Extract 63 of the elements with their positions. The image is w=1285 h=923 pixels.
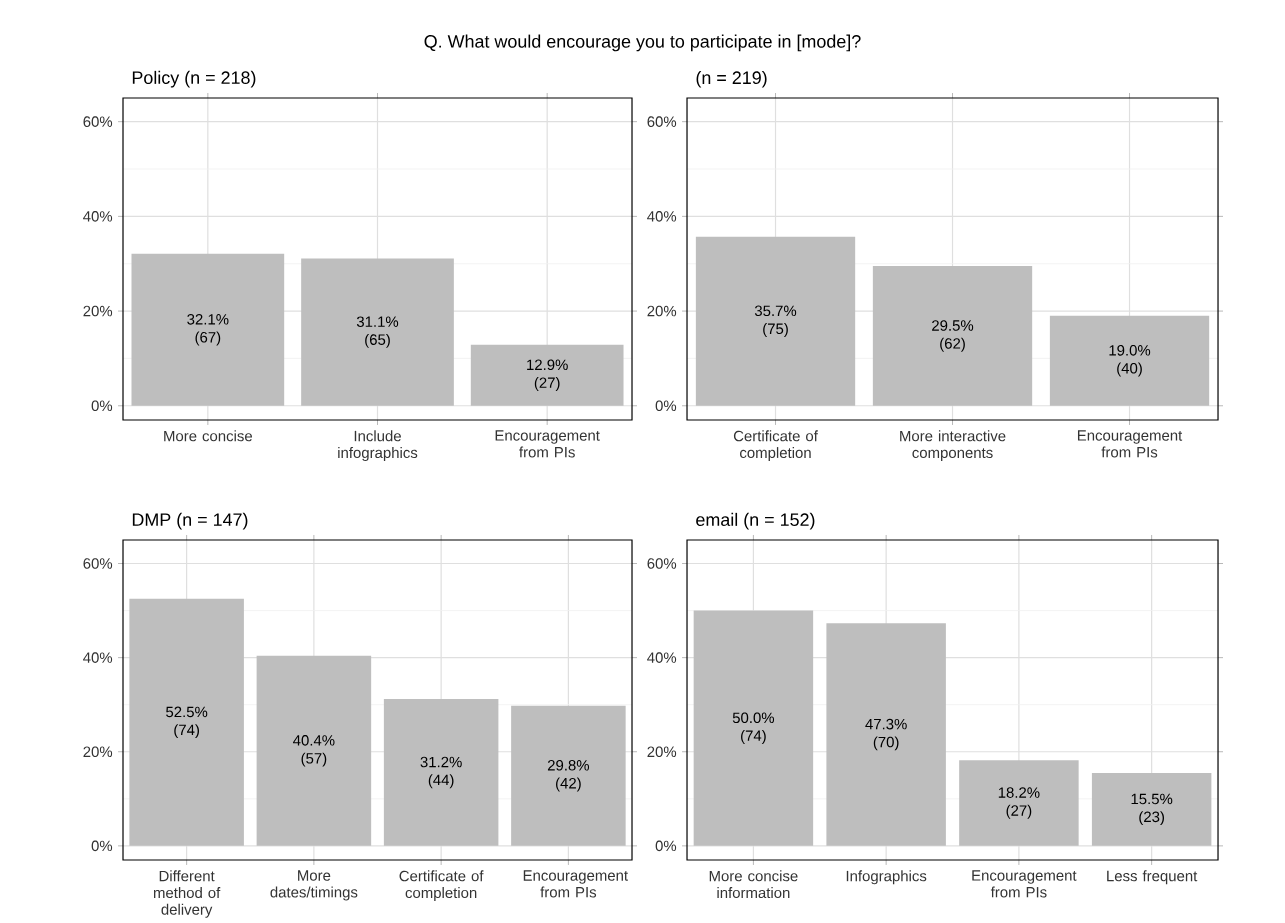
y-tick-label: 60% [647,558,677,569]
y-tick-label: 20% [83,305,113,317]
x-tick-label: Less frequent [1107,870,1198,885]
chart-title: DMP (n = 147) [132,512,248,530]
x-tick-label: More interactive components [900,430,1006,461]
data-label: 31.2% (44) [420,756,462,789]
bar [301,258,454,406]
bar [872,266,1033,406]
data-label: 35.7% (75) [754,305,797,337]
x-tick-label: Encouragement from PIs [523,870,628,898]
y-tick-label: 0% [91,840,113,852]
data-label: 52.5% (74) [166,706,208,739]
x-tick-label: More dates/timings [270,870,358,901]
y-tick-label: 40% [647,211,677,222]
bar [256,655,372,846]
chart-title: (n = 219) [696,70,767,88]
y-tick-label: 20% [83,746,113,758]
x-tick-label: More concise information [709,870,798,899]
x-tick-label: Encouragement from PIs [495,430,600,458]
y-tick-label: 0% [655,840,677,852]
data-label: 19.0% (40) [1109,345,1151,377]
y-tick-label: 40% [83,211,113,222]
data-label: 29.8% (42) [547,760,590,792]
data-label: 18.2% (27) [998,787,1040,819]
x-tick-label: Different method of delivery [153,870,221,918]
bar [1091,772,1212,846]
data-label: 40.4% (57) [293,735,335,767]
bar [826,623,946,846]
bar [695,236,856,406]
x-tick-label: Certificate of completion [399,870,484,902]
text: Q. What would encourage you to participate in [mode]? [424,34,861,52]
bar [383,699,499,846]
data-label: 29.5% (62) [932,320,974,352]
y-tick-label: 60% [83,116,113,127]
x-tick-label: Infographics [846,870,927,885]
x-tick-label: More concise [164,430,253,442]
data-label: 15.5% (23) [1131,793,1173,826]
bar [470,344,624,406]
bar [129,598,244,846]
data-label: 12.9% (27) [527,359,568,391]
bar [511,705,626,846]
bar [131,253,285,406]
y-tick-label: 40% [83,652,113,663]
x-tick-label: Include infographics [338,430,418,461]
y-tick-label: 60% [647,116,677,127]
bar [1049,315,1210,406]
x-tick-label: Encouragement from PIs [1077,430,1183,458]
bar [959,760,1079,846]
data-label: 47.3% (70) [865,718,907,751]
y-tick-label: 0% [655,400,677,412]
data-label: 32.1% (67) [187,314,229,346]
chart-title: email (n = 152) [696,512,815,530]
y-tick-label: 0% [91,400,113,412]
data-label: 31.1% (65) [356,316,399,348]
data-label: 50.0% (74) [732,712,775,744]
bar [693,610,814,846]
y-tick-label: 40% [647,652,677,663]
y-tick-label: 20% [647,746,677,758]
x-tick-label: Certificate of completion [733,430,818,461]
x-tick-label: Encouragement from PIs [972,870,1077,898]
y-tick-label: 60% [83,558,113,569]
chart-title: Policy (n = 218) [132,70,256,88]
y-tick-label: 20% [647,305,677,317]
